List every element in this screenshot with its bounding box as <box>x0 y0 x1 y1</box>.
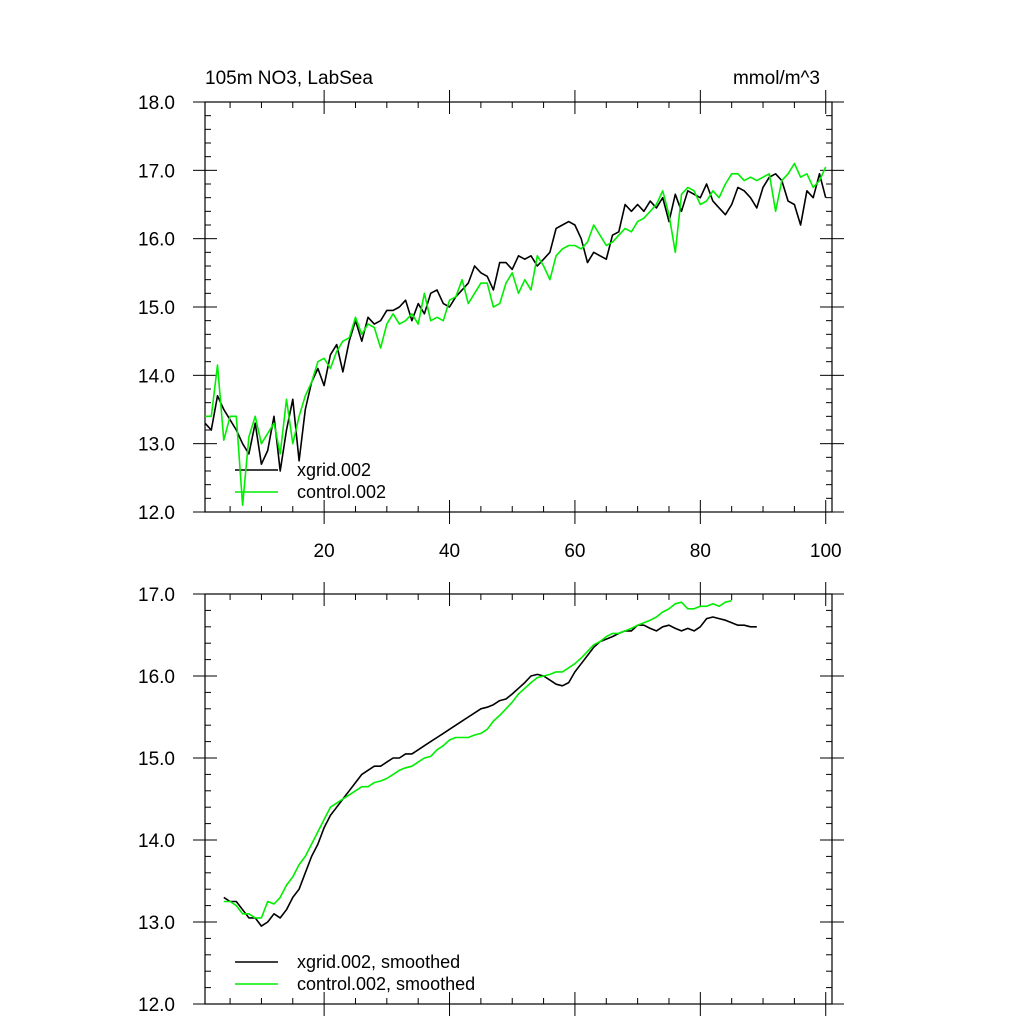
y-tick-label: 16.0 <box>138 230 175 251</box>
x-tick-label: 80 <box>690 541 711 562</box>
y-axis-ticks <box>193 593 844 1005</box>
legend-label: control.002, smoothed <box>297 974 475 994</box>
chart-title: 105m NO3, LabSea <box>205 68 373 89</box>
y-tick-label: 14.0 <box>138 831 175 852</box>
y-tick-label: 16.0 <box>138 667 175 688</box>
series-line-control-002 <box>205 162 827 507</box>
x-axis-ticks <box>229 582 827 1016</box>
x-tick-label: 40 <box>439 541 460 562</box>
x-tick-label: 60 <box>564 541 585 562</box>
x-tick-label: 100 <box>810 541 842 562</box>
series-line-xgrid-002-smoothed <box>223 616 757 927</box>
y-tick-label: 12.0 <box>138 995 175 1016</box>
y-tick-label: 17.0 <box>138 161 175 182</box>
y-tick-label: 15.0 <box>138 749 175 770</box>
series-line-control-002-smoothed <box>223 599 732 919</box>
x-axis-ticks <box>229 90 827 524</box>
plot-frame <box>204 593 833 1005</box>
y-tick-label: 15.0 <box>138 298 175 319</box>
legend-label: control.002 <box>297 482 386 502</box>
y-axis-ticks <box>193 101 844 513</box>
y-tick-label: 13.0 <box>138 435 175 456</box>
series-line-xgrid-002 <box>204 173 827 472</box>
plot-frame <box>204 101 833 513</box>
bottom-panel-nitrate-smoothed: 12.0 13.0 14.0 15.0 16.0 17.0 xgrid.002, smoot… <box>138 582 844 1016</box>
units-label: mmol/m^3 <box>733 68 820 89</box>
y-tick-label: 14.0 <box>138 366 175 387</box>
y-tick-label: 18.0 <box>138 93 175 114</box>
legend-label: xgrid.002 <box>297 460 371 480</box>
y-tick-label: 13.0 <box>138 913 175 934</box>
x-tick-label: 20 <box>314 541 335 562</box>
legend-label: xgrid.002, smoothed <box>297 952 460 972</box>
y-tick-label: 17.0 <box>138 585 175 606</box>
y-tick-label: 12.0 <box>138 503 175 524</box>
top-panel-nitrate: 20 40 60 80 100 12.0 13.0 14.0 15.0 16.0 17.0 18.0 1… <box>138 68 844 562</box>
